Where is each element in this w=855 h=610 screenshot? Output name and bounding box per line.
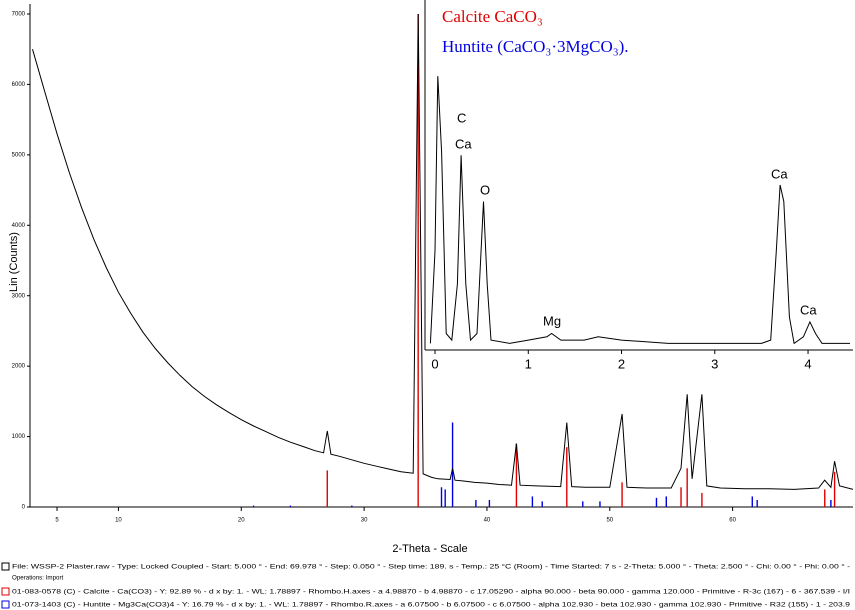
inset-background — [425, 0, 855, 352]
inset-x-tick-label: 2 — [618, 356, 625, 371]
footer-line: File: WSSP-2 Plaster.raw - Type: Locked … — [12, 564, 850, 571]
y-tick-label: 5000 — [12, 152, 26, 158]
x-tick-label: 20 — [238, 518, 245, 524]
x-tick-label: 50 — [606, 518, 613, 524]
peak-label: Ca — [800, 302, 817, 317]
x-tick-label: 40 — [484, 518, 491, 524]
peak-label: O — [480, 182, 490, 197]
inset-x-tick-label: 4 — [804, 356, 811, 371]
peak-label: Ca — [771, 166, 788, 181]
trace — [429, 76, 850, 345]
y-tick-label: 1000 — [12, 434, 26, 440]
footer-icon — [1, 562, 10, 571]
peak-label: Mg — [543, 313, 561, 328]
trace — [32, 13, 854, 490]
footer-icon — [1, 600, 10, 609]
footer-line: 01-083-0578 (C) - Calcite - Ca(CO3) - Y:… — [12, 589, 850, 596]
peak-label: C — [457, 110, 466, 125]
peak-label: Ca — [455, 136, 472, 151]
legend-entry: Huntite (CaCO₃·3MgCO₃). — [442, 37, 629, 56]
x-tick-label: 30 — [361, 518, 368, 524]
legend-entry: Calcite CaCO₃ — [442, 7, 543, 26]
y-tick-label: 4000 — [12, 223, 26, 229]
y-tick-label: 3000 — [12, 293, 26, 299]
x-tick-label: 5 — [55, 518, 59, 524]
inset: 0 1 2 3 4 — [424, 0, 855, 371]
inset-x-tick-label: 3 — [711, 356, 718, 371]
y-axis-label: Lin (Counts) — [8, 232, 20, 292]
y-tick-label: 7000 — [12, 12, 26, 18]
footer-icon — [1, 587, 10, 596]
x-tick-label: 10 — [115, 518, 122, 524]
y-tick-label: 2000 — [12, 364, 26, 370]
y-tick-label: 0 — [22, 505, 26, 511]
x-axis-label: 2-Theta - Scale — [392, 543, 467, 555]
inset-x-tick-label: 1 — [525, 356, 532, 371]
footer-line: 01-073-1403 (C) - Huntite - Mg3Ca(CO3)4 … — [12, 602, 851, 609]
footer-line: Operations: Import — [12, 575, 64, 582]
inset-x-tick-label: 0 — [431, 356, 438, 371]
x-tick-label: 60 — [729, 518, 736, 524]
y-tick-label: 6000 — [12, 82, 26, 88]
